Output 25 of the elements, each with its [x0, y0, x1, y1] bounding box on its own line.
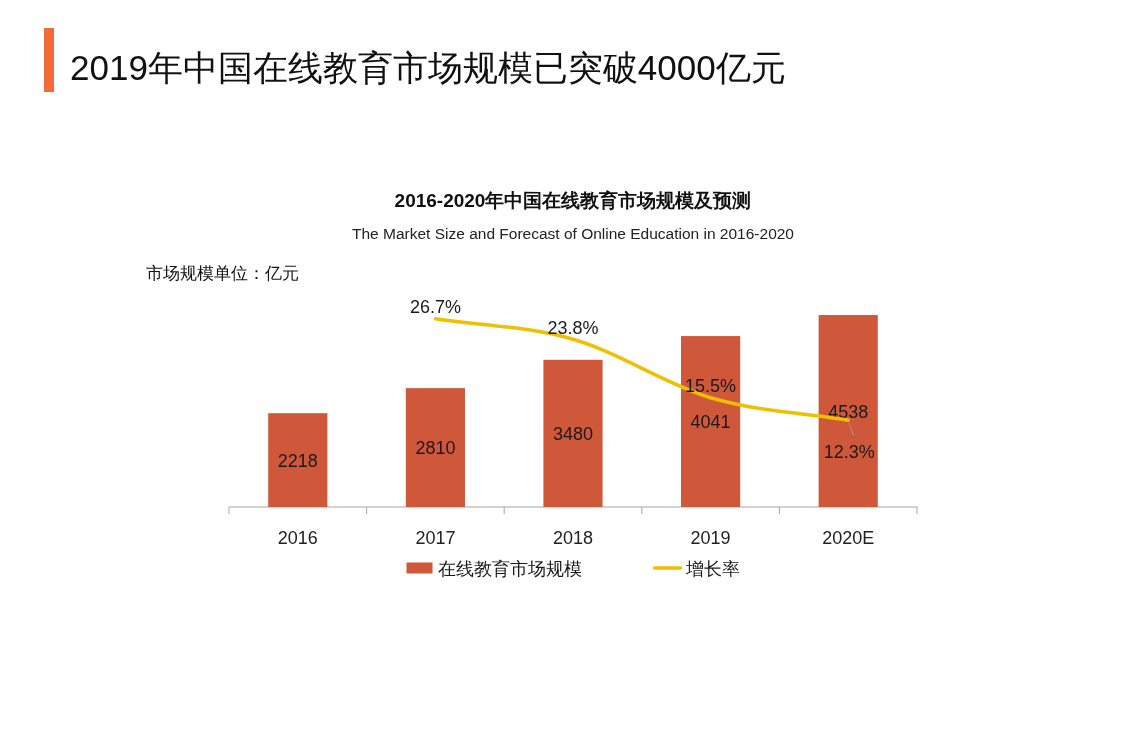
- data-label: 4538: [828, 401, 869, 422]
- x-tick-label: 2017: [415, 528, 456, 548]
- x-tick-label: 2016: [277, 528, 318, 548]
- data-label: 23.8%: [547, 317, 599, 338]
- x-tick-label: 2019: [690, 528, 731, 548]
- x-tick-label: 2020E: [822, 528, 875, 548]
- bar: [543, 359, 603, 507]
- y-axis-title: 市场规模单位：亿元: [146, 264, 299, 283]
- data-label: 15.5%: [685, 376, 737, 397]
- bar: [818, 315, 878, 507]
- chart-title: 2019年中国在线教育市场规模已突破4000亿元: [70, 48, 786, 87]
- x-tick-label: 2018: [552, 528, 594, 548]
- data-label: 2810: [415, 438, 456, 459]
- bar: [405, 388, 465, 507]
- data-label: 12.3%: [823, 442, 875, 463]
- text: The Market Size and Forecast of Online Education in 2016-2020: [351, 225, 795, 242]
- bar: [268, 413, 328, 507]
- data-label: 4041: [690, 412, 731, 433]
- legend-label: 在线教育市场规模: [437, 559, 582, 579]
- data-label: 26.7%: [409, 297, 461, 318]
- data-label: 2218: [277, 450, 318, 471]
- bar: [681, 336, 741, 507]
- data-label: 3480: [552, 423, 594, 444]
- legend-label: 增长率: [684, 559, 740, 579]
- chart-subtitle: 2016-2020年中国在线教育市场规模及预测: [394, 190, 752, 211]
